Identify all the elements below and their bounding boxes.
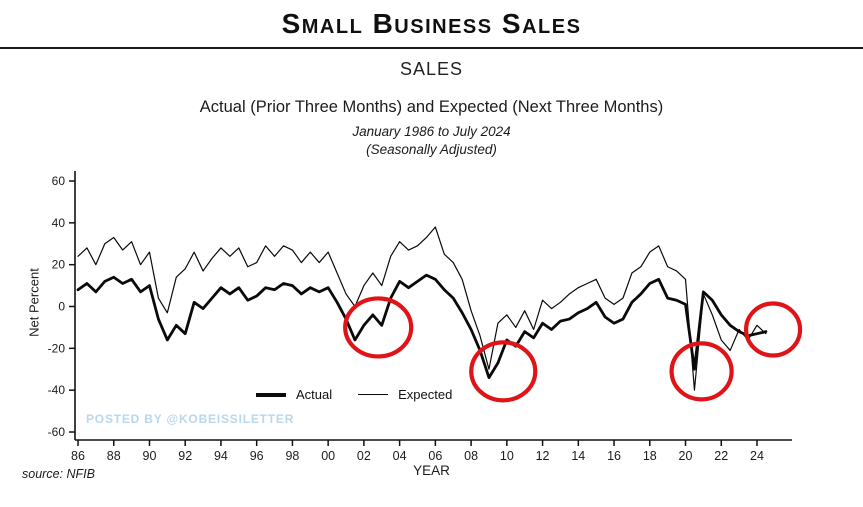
svg-text:04: 04 (393, 449, 407, 463)
svg-text:12: 12 (536, 449, 550, 463)
legend-label-actual: Actual (296, 387, 333, 402)
svg-text:20: 20 (679, 449, 693, 463)
svg-text:18: 18 (643, 449, 657, 463)
svg-text:98: 98 (285, 449, 299, 463)
svg-text:22: 22 (714, 449, 728, 463)
svg-text:86: 86 (71, 449, 85, 463)
svg-text:94: 94 (214, 449, 228, 463)
svg-text:40: 40 (52, 216, 66, 230)
svg-text:-40: -40 (48, 383, 66, 397)
sales-line-chart: 60 40 20 0 -20 -40 -60 86 88 90 92 94 96 98 00 02 04 06 08… (48, 171, 803, 463)
svg-text:-60: -60 (48, 425, 66, 439)
expected-line-swatch (358, 394, 389, 395)
svg-text:00: 00 (321, 449, 335, 463)
title-divider (0, 47, 863, 49)
y-axis-label: Net Percent (26, 268, 42, 337)
svg-text:-20: -20 (48, 341, 66, 355)
svg-text:92: 92 (178, 449, 192, 463)
svg-text:0: 0 (58, 300, 65, 314)
chart-area: 60 40 20 0 -20 -40 -60 86 88 90 92 94 96 98 00 02 04 06 08… (0, 163, 863, 493)
svg-text:24: 24 (750, 449, 764, 463)
svg-text:06: 06 (428, 449, 442, 463)
page-title: Small Business Sales (281, 8, 582, 39)
chart-period: January 1986 to July 2024 (352, 124, 511, 139)
svg-text:96: 96 (250, 449, 264, 463)
svg-text:10: 10 (500, 449, 514, 463)
actual-line-swatch (256, 392, 286, 397)
x-axis-label: YEAR (413, 463, 450, 478)
chart-adjustment-note: (Seasonally Adjusted) (366, 142, 497, 157)
chart-legend: Actual Expected (256, 387, 468, 402)
svg-text:60: 60 (52, 174, 66, 188)
svg-text:88: 88 (107, 449, 121, 463)
source-note: source: NFIB (22, 467, 95, 481)
watermark: POSTED BY @KOBEISSILETTER (86, 412, 295, 426)
chart-title: SALES (399, 59, 464, 79)
svg-text:16: 16 (607, 449, 621, 463)
svg-text:90: 90 (143, 449, 157, 463)
svg-text:14: 14 (571, 449, 585, 463)
svg-text:20: 20 (52, 258, 66, 272)
legend-label-expected: Expected (398, 387, 453, 402)
svg-text:08: 08 (464, 449, 478, 463)
svg-text:02: 02 (357, 449, 371, 463)
chart-subtitle: Actual (Prior Three Months) and Expected… (199, 98, 664, 116)
